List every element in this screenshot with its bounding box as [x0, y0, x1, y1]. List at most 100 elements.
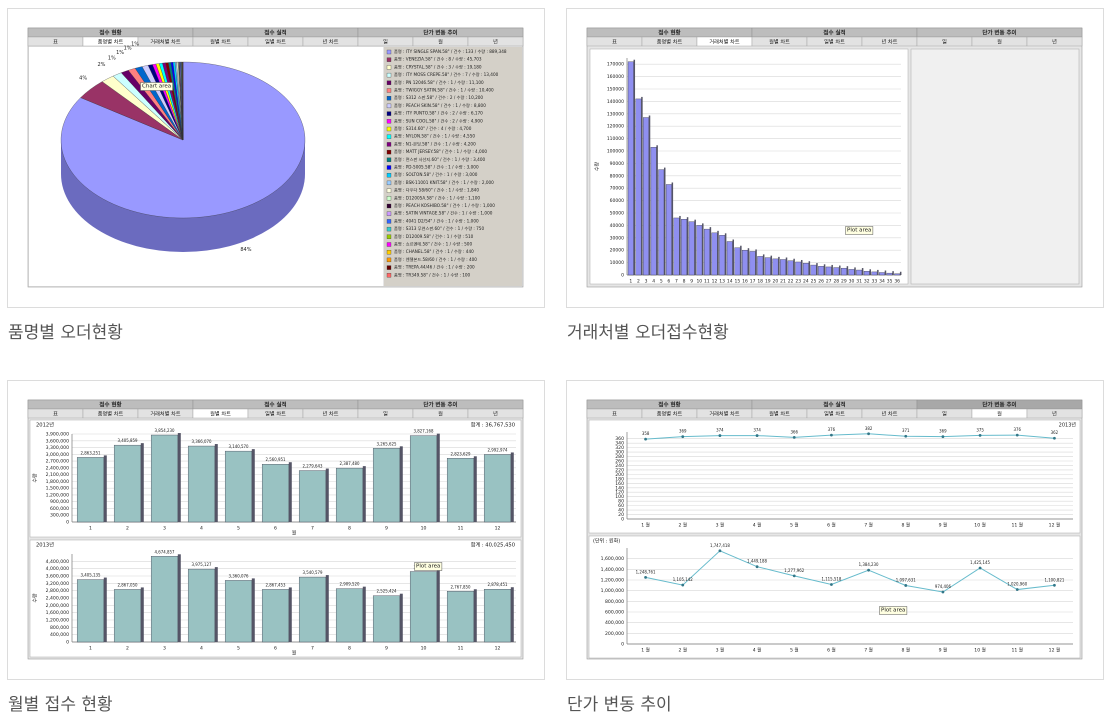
bar-side: [362, 466, 366, 522]
data-label: 1,020,960: [1007, 582, 1027, 587]
data-label: 3,405,135: [81, 573, 101, 578]
bar: [372, 595, 401, 643]
y-tick-label: 110000: [607, 136, 624, 142]
bar: [840, 267, 847, 276]
y-axis-label: 수량: [32, 473, 39, 483]
sub-tab-label: 거래처별 차트: [150, 409, 181, 417]
data-label: 1,248,761: [636, 569, 656, 574]
legend-label: 품명 : BSK-11001 KNIT.58" / 건수 : 1 / 수량 : …: [394, 179, 494, 186]
bar: [764, 257, 771, 276]
data-label: 2,867,050: [118, 582, 138, 587]
y-tick-label: 90000: [610, 161, 624, 167]
x-tick-label: 12: [495, 646, 501, 652]
x-tick-label: 33: [871, 279, 877, 285]
sub-tab-label: 월: [997, 409, 1002, 417]
sub-tab-label: 품명별 차트: [98, 37, 124, 45]
y-tick-label: 140: [615, 485, 624, 491]
bar-side: [177, 554, 181, 642]
bar-side: [140, 587, 144, 642]
legend-label: 품명 : MATT JERSEY.58" / 건수 : 1 / 수량 : 4,0…: [394, 148, 487, 155]
bar: [446, 458, 475, 523]
point: [904, 584, 908, 587]
sub-tab[interactable]: [1026, 408, 1083, 419]
x-tick-label: 8: [348, 646, 351, 652]
sub-tab-label: 일별 차트: [824, 37, 845, 45]
legend-label: 품명 : D12005A.58" / 건수 : 1 / 수량 : 1,100: [394, 194, 480, 201]
sub-tab[interactable]: [467, 408, 524, 419]
x-tick-label: 3 월: [716, 647, 725, 654]
x-tick-label: 27: [826, 279, 832, 285]
data-label: 3,405,859: [118, 438, 138, 443]
bar-side: [436, 569, 440, 642]
legend-swatch: [386, 134, 392, 139]
bar-side: [724, 233, 727, 275]
sub-tab-label: 품명별 차트: [657, 409, 683, 417]
point: [644, 437, 647, 441]
x-tick-label: 9: [385, 526, 388, 532]
point: [718, 549, 722, 553]
bar: [772, 258, 779, 276]
data-label: 2,560,951: [266, 457, 286, 462]
data-label: 369: [939, 429, 947, 434]
bar: [113, 444, 142, 523]
point: [978, 566, 982, 570]
point: [941, 590, 945, 594]
point: [1053, 583, 1056, 587]
x-tick-label: 4: [200, 646, 203, 652]
bar-side: [671, 182, 674, 275]
main-tab-label: 접수 실적: [264, 28, 286, 36]
sub-tab-label: 월: [438, 37, 443, 45]
bar: [856, 269, 863, 276]
sub-tab[interactable]: [1026, 36, 1083, 47]
bar: [113, 589, 142, 643]
bar-side: [839, 265, 841, 275]
sub-tab[interactable]: [467, 36, 524, 47]
y-tick-label: 2,000,000: [46, 603, 69, 609]
bar: [335, 588, 364, 643]
legend-label: 품명 : S312 스판.58" / 건수 : 2 / 수량 : 10,200: [394, 94, 483, 101]
bar-side: [709, 227, 712, 275]
x-tick-label: 1: [89, 526, 92, 532]
data-label: 382: [865, 426, 873, 431]
bar: [863, 271, 870, 276]
y-tick-label: 0: [66, 520, 69, 526]
bar: [483, 589, 512, 643]
bar: [76, 579, 105, 643]
y-tick-label: 300: [615, 450, 624, 456]
data-label: 366: [791, 429, 799, 434]
legend-label: 품명 : CRYSTAL.58" / 건수 : 3 / 수량 : 19,180: [394, 63, 482, 70]
point: [792, 435, 796, 439]
legend-swatch: [386, 72, 392, 78]
bar-side: [251, 578, 255, 642]
point: [867, 432, 870, 436]
bar: [224, 450, 253, 523]
x-tick-label: 6: [274, 526, 277, 532]
bar: [643, 117, 649, 276]
bar-side: [732, 239, 734, 275]
bar: [261, 464, 290, 523]
tooltip: Plot area: [416, 564, 440, 570]
y-tick-label: 1,500,000: [46, 486, 69, 492]
legend-swatch: [386, 273, 392, 278]
y-tick-label: 800,000: [605, 599, 624, 605]
x-tick-label: 3: [163, 526, 166, 532]
sub-tab-label: 월: [997, 37, 1002, 45]
bar-side: [473, 589, 477, 642]
sub-tab-label: 년 차트: [882, 37, 898, 45]
x-tick-label: 12: [712, 279, 718, 285]
sub-tab-label: 거래처별 차트: [150, 37, 181, 45]
legend-label: 품명 : VENEZIA.58" / 건수 : 8 / 수량 : 45,703: [394, 56, 482, 63]
legend-swatch: [386, 173, 392, 178]
point: [755, 565, 759, 569]
x-tick-label: 19: [765, 279, 771, 285]
bar-side: [846, 266, 849, 275]
main-tab-label: 접수 현황: [99, 400, 121, 408]
bar-side: [717, 230, 719, 275]
x-tick-label: 3: [163, 646, 166, 652]
legend-swatch: [386, 234, 392, 239]
y-tick-label: 0: [621, 273, 624, 279]
data-label: 2,992,974: [488, 447, 508, 452]
bar-side: [679, 215, 681, 275]
legend-label: 품명 : 다우다 58/60" / 건수 : 1 / 수량 : 1,840: [394, 187, 479, 194]
x-tick-label: 10: [421, 646, 427, 652]
